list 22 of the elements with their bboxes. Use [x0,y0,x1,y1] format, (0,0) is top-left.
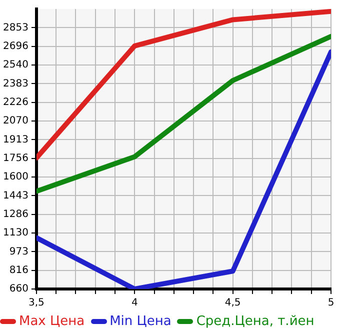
y-tick-label: 2383 [2,78,28,90]
y-tick-label: 816 [9,265,28,276]
y-tick-label: 973 [9,246,28,258]
y-tick-label: 2226 [2,97,28,108]
y-tick-label: 2853 [2,22,28,34]
y-tick-label: 1756 [2,153,28,164]
legend-label: Сред.Цена, т.йен [195,314,314,329]
x-tick-label: 4,5 [224,298,241,309]
y-tick-label: 1600 [2,172,28,183]
y-tick-label: 1286 [2,209,28,220]
y-tick-label: 660 [9,284,28,295]
y-tick-label: 2696 [2,41,28,52]
x-tick-label: 3,5 [28,298,44,309]
legend-label: Max Цена [18,314,85,329]
x-tick-label: 4 [131,298,138,309]
y-tick-label: 1443 [2,190,28,202]
x-tick-label: 5 [328,298,334,309]
y-tick-label: 2070 [2,116,28,127]
y-tick-label: 1913 [2,134,28,146]
legend-label: Min Цена [108,314,172,329]
y-tick-label: 2540 [2,60,28,71]
y-tick-label: 1130 [2,228,28,239]
